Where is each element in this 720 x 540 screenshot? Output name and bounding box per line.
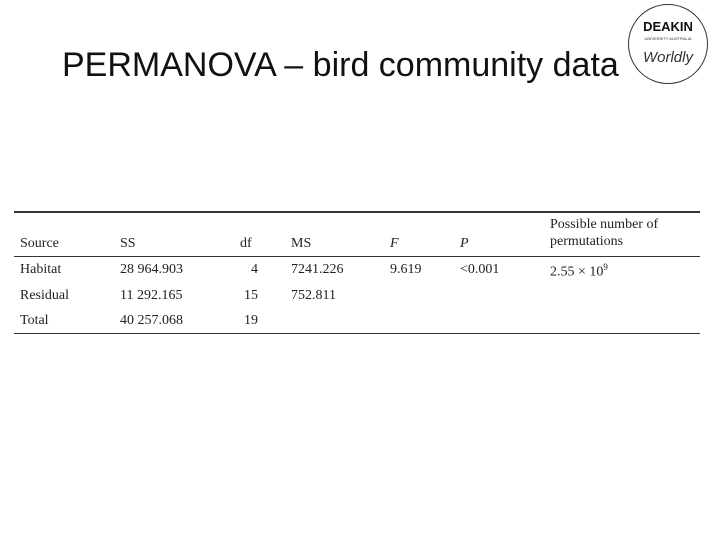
table-cell: Total: [20, 313, 49, 328]
logo-name: DEAKIN: [643, 19, 693, 34]
column-header: P: [460, 236, 469, 251]
table-cell: 11 292.165: [120, 288, 183, 303]
table-cell: Residual: [20, 288, 69, 303]
column-header: SS: [120, 236, 136, 251]
column-header: Source: [20, 236, 59, 251]
table-cell: 28 964.903: [120, 262, 183, 277]
table-cell: 19: [244, 313, 258, 328]
cell-base: 2.55 × 10: [550, 264, 604, 280]
table-cell: 7241.226: [291, 262, 344, 277]
table-header-rule: [14, 256, 700, 257]
table-top-rule: [14, 211, 700, 213]
table-cell: 752.811: [291, 288, 336, 303]
cell-exponent: 9: [603, 262, 608, 272]
column-header: Possible number of permutations: [550, 217, 659, 249]
column-header: MS: [291, 236, 312, 251]
table-cell: 4: [251, 262, 258, 277]
logo: DEAKIN UNIVERSITY AUSTRALIA Worldly: [628, 4, 708, 84]
table-bottom-rule: [14, 333, 700, 334]
table-cell: Habitat: [20, 262, 62, 277]
table-cell: 9.619: [390, 262, 422, 277]
slide-title: PERMANOVA – bird community data: [62, 46, 619, 84]
table-cell: <0.001: [460, 262, 500, 277]
table-cell: 15: [244, 288, 258, 303]
column-header: F: [390, 236, 399, 251]
table-cell: 2.55 × 109: [550, 262, 608, 281]
table-cell: 40 257.068: [120, 313, 183, 328]
logo-subtitle: UNIVERSITY AUSTRALIA: [644, 36, 692, 41]
logo-tagline: Worldly: [642, 49, 693, 66]
column-header: df: [240, 236, 252, 251]
